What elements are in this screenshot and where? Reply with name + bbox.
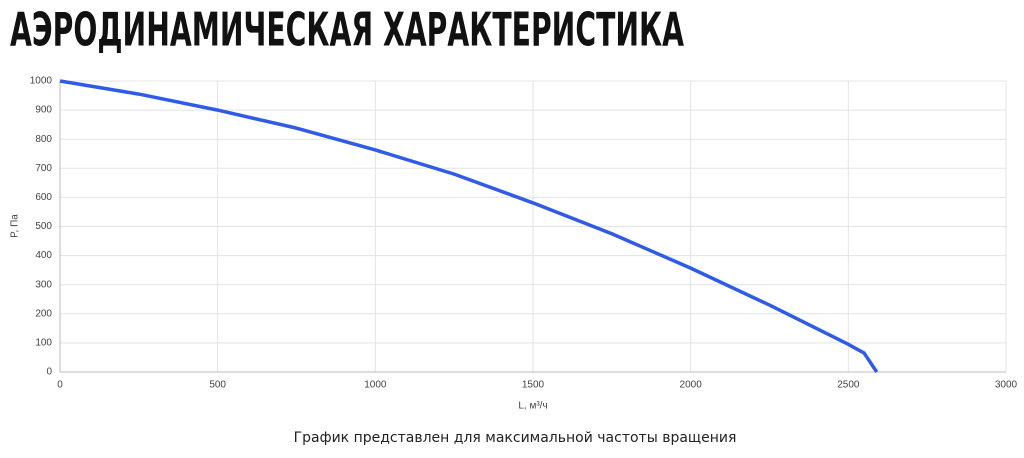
x-axis-label: L, м³/ч	[518, 401, 547, 412]
x-tick-label: 0	[57, 380, 63, 391]
y-tick-label: 800	[35, 134, 52, 145]
y-tick-label: 1000	[30, 76, 53, 87]
y-tick-label: 300	[35, 279, 52, 290]
y-tick-label: 600	[35, 192, 52, 203]
x-tick-label: 2000	[680, 380, 703, 391]
y-tick-label: 900	[35, 105, 52, 116]
chart-title: АЭРОДИНАМИЧЕСКАЯ ХАРАКТЕРИСТИКА	[10, 3, 684, 57]
footnote: График представлен для максимальной част…	[294, 430, 737, 446]
x-tick-label: 500	[209, 380, 226, 391]
y-tick-label: 500	[35, 221, 52, 232]
x-tick-label: 2500	[837, 380, 860, 391]
y-tick-label: 0	[46, 367, 52, 378]
y-tick-label: 100	[35, 338, 52, 349]
y-axis-label: P, Па	[10, 214, 21, 238]
data-line	[59, 79, 879, 373]
y-tick-label: 200	[35, 308, 52, 319]
x-tick-label: 1500	[522, 380, 545, 391]
y-tick-label: 700	[35, 163, 52, 174]
x-tick-label: 1000	[364, 380, 387, 391]
x-tick-label: 3000	[995, 380, 1018, 391]
y-tick-label: 400	[35, 250, 52, 261]
